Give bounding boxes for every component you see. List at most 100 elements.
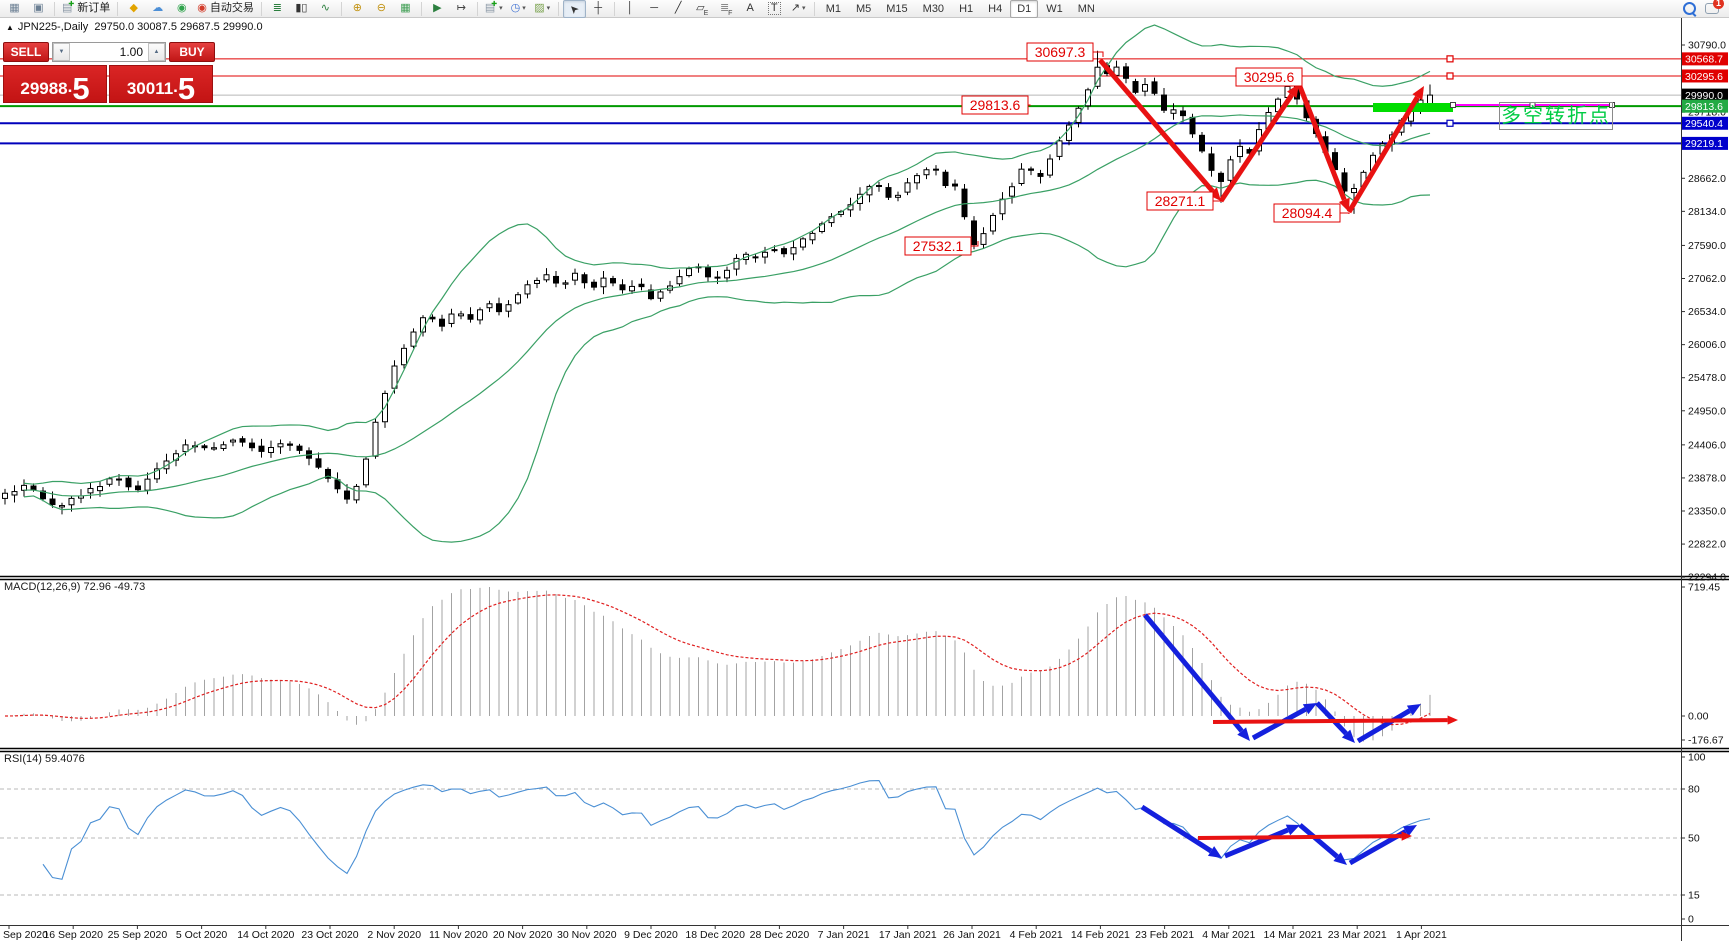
- price-callout[interactable]: 30295.6: [1235, 67, 1303, 87]
- annotation-text-label[interactable]: 多空转折点: [1499, 102, 1613, 130]
- chart-title: ▲ JPN225-,Daily 29750.0 30087.5 29687.5 2…: [6, 21, 263, 33]
- vertical-line-icon[interactable]: │: [619, 0, 642, 18]
- dropdown-caret-icon[interactable]: ▾: [499, 5, 503, 12]
- timeframe-d1[interactable]: D1: [1010, 0, 1039, 18]
- rsi-annotation-arrows[interactable]: [1140, 804, 1417, 866]
- timeframe-w1[interactable]: W1: [1046, 2, 1063, 15]
- volume-increase-button[interactable]: ▲: [148, 43, 165, 61]
- auto-trading-label: 自动交易: [209, 2, 254, 14]
- chart-preview-icon[interactable]: ▣: [27, 0, 50, 18]
- new-order-icon: ▤: [62, 2, 73, 14]
- hline-handle: [1446, 55, 1454, 63]
- price-axis-tick: 27590.0: [1688, 240, 1726, 252]
- timeframe-h4[interactable]: H4: [988, 2, 1003, 15]
- fibonacci-icon: ≣: [719, 2, 730, 14]
- chart-shift-icon[interactable]: ↦: [450, 0, 473, 18]
- search-icon[interactable]: [1678, 0, 1701, 18]
- tile-windows-icon: ▦: [400, 2, 411, 14]
- notifications-icon[interactable]: 1: [1702, 0, 1726, 18]
- text-icon[interactable]: A: [739, 0, 762, 18]
- date-axis-tick: 4 Mar 2021: [1202, 929, 1255, 941]
- auto-scroll-icon[interactable]: ▶: [426, 0, 449, 18]
- dropdown-caret-icon[interactable]: ▾: [522, 5, 526, 12]
- price-callout[interactable]: 28271.1: [1146, 191, 1222, 211]
- price-badge-text: 29219.1: [1685, 138, 1723, 150]
- timeframe-m5[interactable]: M5: [855, 2, 872, 15]
- rsi-level-lines: [0, 788, 1681, 896]
- price-callout[interactable]: 28094.4: [1273, 203, 1350, 223]
- horizontal-line-icon: ─: [650, 2, 659, 14]
- candlestick-chart-icon[interactable]: ▮▯: [290, 0, 313, 18]
- vps-icon[interactable]: ◉: [170, 0, 193, 18]
- price-callout[interactable]: 27532.1: [904, 236, 979, 256]
- price-callout[interactable]: 29813.6: [961, 95, 1031, 115]
- timeframe-m30[interactable]: M30: [922, 2, 945, 15]
- signals-icon: ☁: [152, 2, 164, 14]
- signals-icon[interactable]: ☁: [146, 0, 169, 18]
- date-axis-tick: 16 Sep 2020: [43, 929, 103, 941]
- zoom-out-icon[interactable]: ⊖: [370, 0, 393, 18]
- dropdown-caret-icon[interactable]: ▾: [802, 5, 806, 12]
- crosshair-icon[interactable]: ┼: [587, 0, 610, 18]
- date-axis-tick: 5 Oct 2020: [176, 929, 228, 941]
- timeframe-m1[interactable]: M1: [825, 2, 841, 15]
- dropdown-caret-icon[interactable]: ▾: [546, 5, 551, 12]
- line-chart-icon[interactable]: ∿: [314, 0, 337, 18]
- price-axis-tick: 22294.0: [1688, 572, 1726, 584]
- text-label-icon[interactable]: T: [763, 0, 786, 18]
- fibonacci-icon[interactable]: ≣ F: [715, 0, 738, 18]
- toolbar-separator: [557, 1, 559, 16]
- zoom-out-icon: ⊖: [376, 2, 386, 14]
- templates-icon: ▨: [534, 2, 545, 14]
- collapse-icon[interactable]: ▲: [6, 23, 14, 32]
- price-badge-text: 29540.4: [1685, 118, 1723, 130]
- price-axis-badge: 29540.4: [1682, 116, 1728, 130]
- line-chart-icon: ∿: [320, 2, 330, 14]
- price-callout-text: 30295.6: [1244, 69, 1295, 85]
- price-axis-tick: 27062.0: [1688, 273, 1726, 285]
- price-callout-text: 30697.3: [1035, 44, 1086, 60]
- horizontal-line-icon[interactable]: ─: [643, 0, 666, 18]
- toolbar-separator: [340, 1, 342, 16]
- new-order-icon[interactable]: ▤ ✚ 新订单: [59, 0, 113, 18]
- templates-icon[interactable]: ▨ ▾: [531, 0, 554, 18]
- macd-axis-tick: 719.45: [1688, 582, 1720, 594]
- market-icon: ◆: [129, 2, 139, 14]
- buy-button[interactable]: BUY: [169, 42, 215, 62]
- cursor-icon[interactable]: ➤: [562, 0, 586, 18]
- periods-icon[interactable]: ◷ ▾: [507, 0, 530, 18]
- auto-scroll-icon: ▶: [433, 2, 442, 14]
- auto-trading-icon[interactable]: ◉ 自动交易: [194, 0, 257, 18]
- bar-chart-icon[interactable]: ≣: [266, 0, 289, 18]
- sell-price-tile[interactable]: 29988. 5: [3, 65, 107, 104]
- date-axis-tick: 14 Feb 2021: [1071, 929, 1130, 941]
- indicators-icon[interactable]: ▤ ✚ ▾: [482, 0, 506, 18]
- timeframe-mn[interactable]: MN: [1077, 2, 1095, 15]
- timeframe-m15[interactable]: M15: [886, 2, 908, 15]
- zoom-in-icon[interactable]: ⊕: [346, 0, 369, 18]
- price-axis-tick: 22822.0: [1688, 539, 1726, 551]
- volume-decrease-button[interactable]: ▼: [53, 43, 70, 61]
- charts-profile-icon[interactable]: ▦: [3, 0, 26, 18]
- equidistant-channel-icon[interactable]: ▱ E: [691, 0, 714, 18]
- sell-button[interactable]: SELL: [3, 42, 49, 62]
- volume-input[interactable]: [70, 43, 148, 61]
- red-zigzag-arrows[interactable]: [1098, 58, 1424, 214]
- plus-overlay-icon: ✚: [491, 0, 498, 8]
- rsi-line: [42, 779, 1431, 880]
- date-axis-tick: 23 Mar 2021: [1328, 929, 1387, 941]
- tile-windows-icon[interactable]: ▦: [394, 0, 417, 18]
- macd-annotation-arrows[interactable]: [1143, 613, 1458, 744]
- market-icon[interactable]: ◆: [122, 0, 145, 18]
- shapes-icon[interactable]: ↗ ▾: [787, 0, 810, 18]
- price-callout[interactable]: 30697.3: [1026, 42, 1104, 62]
- indicators-icon: ▤: [484, 2, 496, 14]
- macd-signal-line: [4, 594, 1431, 726]
- date-axis-tick: 25 Sep 2020: [108, 929, 168, 941]
- timeframe-h1[interactable]: H1: [959, 2, 974, 15]
- price-axis-badge: 30568.7: [1682, 52, 1728, 66]
- trendline-icon[interactable]: ╱: [667, 0, 690, 18]
- buy-price-frac: 5: [177, 70, 196, 106]
- buy-price-tile[interactable]: 30011. 5: [109, 65, 213, 106]
